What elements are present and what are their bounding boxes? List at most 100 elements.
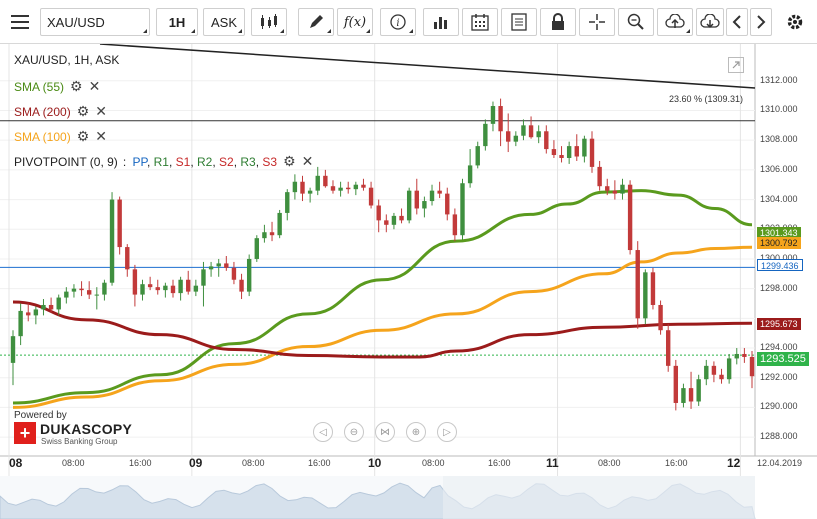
upload-button[interactable] <box>657 8 693 36</box>
volume-button[interactable] <box>423 8 459 36</box>
settings-icon[interactable]: ⚙ <box>70 78 83 94</box>
nav-forward-button[interactable]: ▷ <box>437 422 457 442</box>
candle-body <box>64 291 69 298</box>
settings-icon[interactable]: ⚙ <box>283 153 296 169</box>
candle <box>147 276 153 291</box>
sma-line <box>12 300 753 359</box>
candle <box>536 125 541 144</box>
candle-body <box>452 214 458 236</box>
dropdown-corner-icon <box>366 29 370 33</box>
candle <box>597 160 602 191</box>
candle <box>429 184 435 206</box>
timeframe-selector[interactable]: 1H <box>156 8 198 36</box>
scroll-right-button[interactable] <box>750 8 772 36</box>
close-icon[interactable]: ✕ <box>301 153 314 169</box>
candle <box>635 241 640 329</box>
candle-body <box>414 190 419 209</box>
candle-body <box>201 269 206 286</box>
chart-type-button[interactable] <box>251 8 287 36</box>
candle-body <box>79 288 84 291</box>
y-tick-label: 1306.000 <box>760 163 798 174</box>
side-selector[interactable]: ASK <box>203 8 245 36</box>
brand-name: DUKASCOPY <box>40 421 133 437</box>
calendar-button[interactable] <box>462 8 498 36</box>
candle <box>498 98 503 147</box>
candle-body <box>292 181 298 193</box>
candle <box>368 181 374 209</box>
pivot-level: PP <box>132 155 147 169</box>
candle-body <box>346 187 351 190</box>
candle-body <box>262 232 267 239</box>
menu-button[interactable] <box>4 8 36 36</box>
candle <box>239 273 244 300</box>
candle-body <box>33 309 39 316</box>
scroll-left-button[interactable] <box>726 8 748 36</box>
nav-back-button[interactable]: ◁ <box>313 422 333 442</box>
hamburger-icon <box>11 15 29 29</box>
sma100-price-label: 1300.792 <box>757 237 801 249</box>
price-chart[interactable] <box>0 44 817 519</box>
settings-icon[interactable]: ⚙ <box>76 128 90 144</box>
candle-body <box>125 247 130 270</box>
lock-button[interactable] <box>540 8 576 36</box>
dropdown-corner-icon <box>280 29 284 33</box>
close-icon[interactable]: ✕ <box>95 128 107 144</box>
close-icon[interactable]: ✕ <box>88 78 101 94</box>
zoom-out-button[interactable]: ⊖ <box>344 422 364 442</box>
zoom-button[interactable] <box>618 8 654 36</box>
x-tick-label: 16:00 <box>665 458 688 468</box>
pencil-icon <box>310 15 323 28</box>
candle-body <box>719 374 724 380</box>
candle <box>734 348 739 365</box>
close-icon[interactable]: ✕ <box>95 103 107 119</box>
candle-body <box>216 263 221 267</box>
zoom-in-button[interactable]: ⊕ <box>406 422 426 442</box>
indicators-button[interactable]: f(x) <box>337 8 373 36</box>
candle-body <box>574 146 579 157</box>
draw-button[interactable] <box>298 8 334 36</box>
candle <box>422 196 427 218</box>
fib-label: 23.60 % (1309.31) <box>669 94 744 104</box>
info-icon: i <box>390 14 406 30</box>
symbol-selector[interactable]: XAU/USD <box>40 8 150 36</box>
candle <box>94 287 100 310</box>
download-button[interactable] <box>696 8 724 36</box>
expand-button[interactable] <box>728 57 744 73</box>
candle <box>48 297 54 313</box>
pivot-level: R1 <box>153 155 169 169</box>
y-tick-label: 1288.000 <box>760 431 798 442</box>
candle <box>186 270 191 295</box>
settings-icon[interactable]: ⚙ <box>76 103 90 119</box>
bar-chart-icon <box>434 17 447 29</box>
candle <box>285 189 290 221</box>
candle <box>315 166 320 196</box>
legend-sma55: SMA (55) ⚙ ✕ <box>14 78 100 95</box>
sma200-price-label: 1295.673 <box>757 318 801 330</box>
settings-button[interactable] <box>780 8 810 36</box>
candle-body <box>665 330 671 366</box>
info-button[interactable]: i <box>380 8 416 36</box>
candle-body <box>688 388 694 402</box>
candle-body <box>71 288 77 292</box>
candle-body <box>323 175 328 187</box>
reset-zoom-button[interactable]: ⋈ <box>375 422 395 442</box>
candle <box>566 141 572 164</box>
candle-body <box>536 131 541 138</box>
candle-body <box>26 312 31 316</box>
candle-body <box>566 146 572 158</box>
x-tick-label: 12 <box>727 456 741 470</box>
y-tick-label: 1308.000 <box>760 134 798 145</box>
hline-price-label: 1299.436 <box>757 259 803 271</box>
candle-body <box>483 123 488 147</box>
candle <box>650 267 656 310</box>
candle-body <box>498 106 503 132</box>
news-button[interactable] <box>501 8 537 36</box>
crosshair-button[interactable] <box>579 8 615 36</box>
candle-body <box>704 365 709 380</box>
zoom-icon <box>627 13 644 30</box>
candle <box>513 131 519 147</box>
candle-body <box>696 379 701 402</box>
chevron-right-icon <box>757 15 766 29</box>
candle <box>582 135 587 163</box>
candles-icon <box>261 14 277 29</box>
